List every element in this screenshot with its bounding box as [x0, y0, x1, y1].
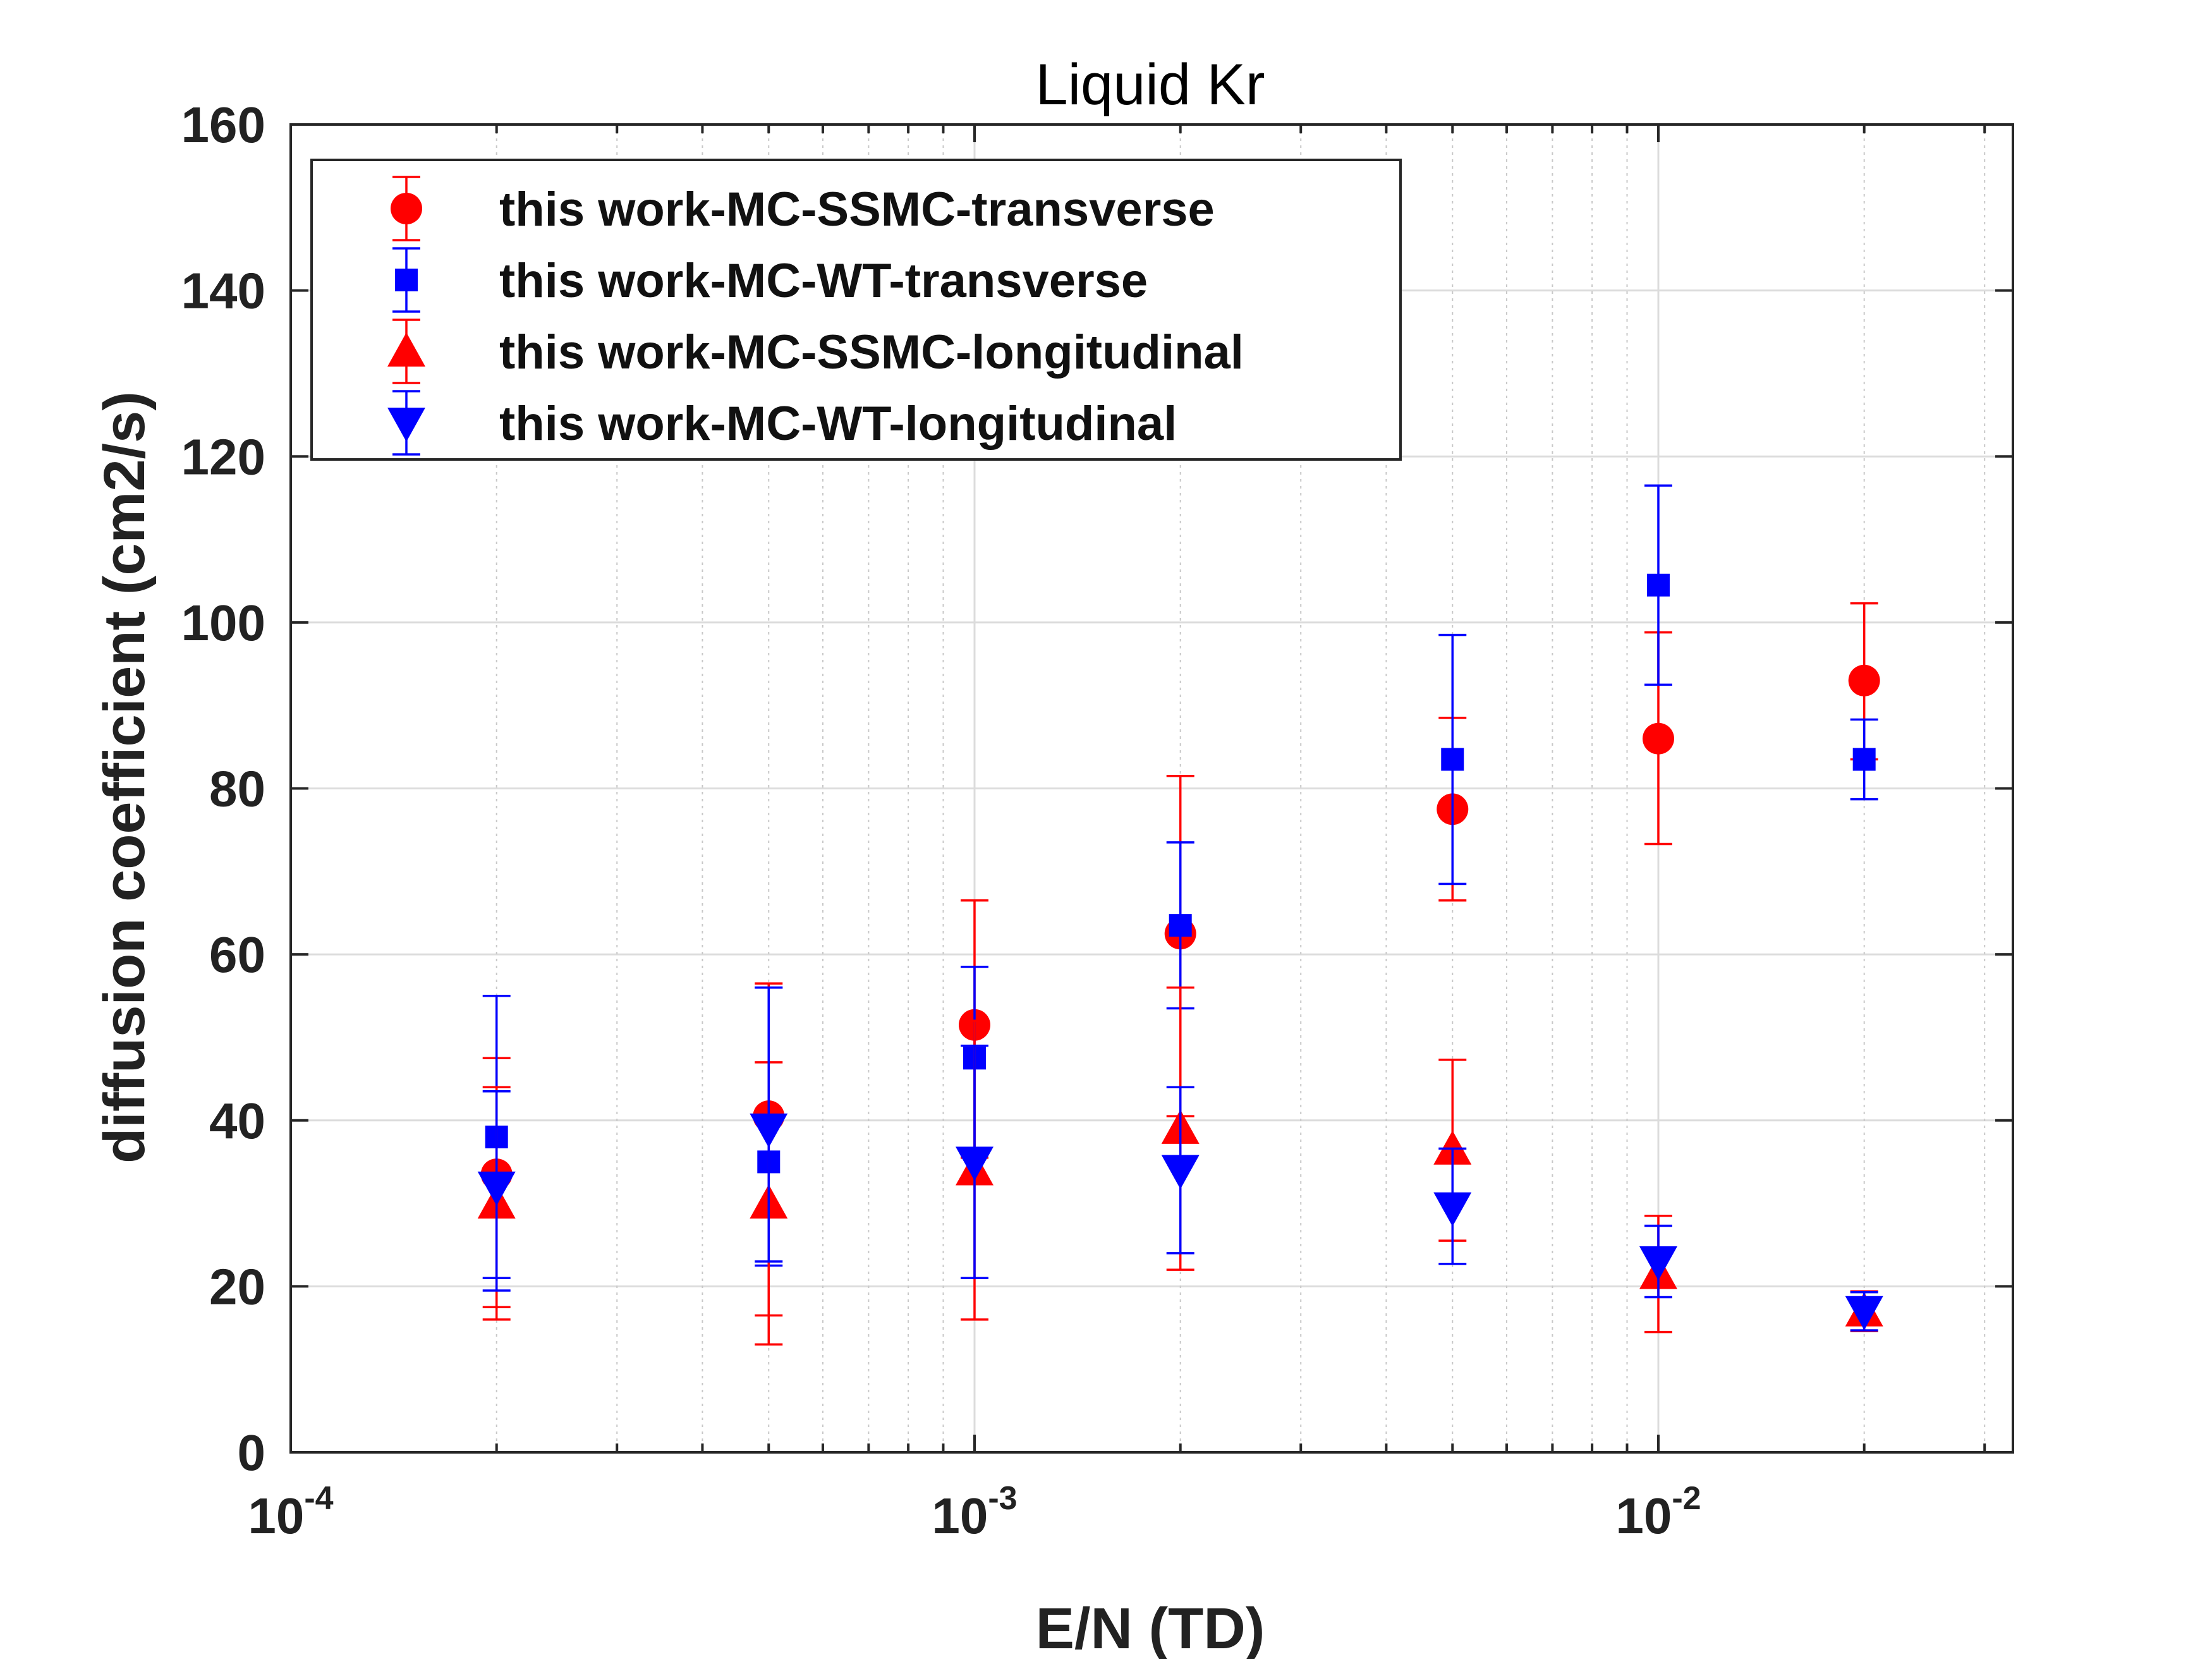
legend-marker [391, 193, 422, 224]
data-point [1639, 1246, 1677, 1280]
x-tick-label: 10-4 [248, 1480, 333, 1544]
legend-entry-label: this work-MC-SSMC-longitudinal [499, 325, 1244, 379]
x-tick-label: 10-3 [932, 1480, 1017, 1544]
chart-title: Liquid Kr [1035, 52, 1265, 117]
legend-entry-label: this work-MC-WT-longitudinal [499, 397, 1177, 451]
legend-entry-label: this work-MC-WT-transverse [499, 254, 1148, 308]
y-tick-label: 40 [209, 1093, 265, 1149]
y-tick-label: 0 [238, 1425, 266, 1481]
data-point [477, 1171, 516, 1206]
data-point [1169, 914, 1192, 937]
y-tick-label: 100 [181, 595, 265, 651]
y-tick-label: 80 [209, 761, 265, 817]
y-tick-label: 120 [181, 428, 265, 485]
y-tick-label: 20 [209, 1258, 265, 1315]
legend: this work-MC-SSMC-transverse this work-MC… [310, 159, 1402, 461]
x-tick-label: 10-2 [1615, 1480, 1701, 1544]
legend-box [310, 159, 1402, 461]
data-point [1848, 664, 1880, 696]
data-point [955, 1146, 994, 1181]
data-series [477, 484, 1883, 1346]
data-point [750, 1113, 788, 1148]
data-point [1852, 748, 1876, 771]
y-tick-label: 140 [181, 263, 265, 319]
y-tick-label: 60 [209, 927, 265, 983]
y-tick-label: 160 [181, 97, 265, 153]
series-3 [477, 986, 1883, 1332]
data-point [1161, 1155, 1200, 1189]
x-axis-label: E/N (TD) [1036, 1596, 1265, 1659]
y-axis-label: diffusion coefficient (cm2/s) [92, 391, 157, 1164]
legend-entry-label: this work-MC-SSMC-transverse [499, 183, 1215, 236]
legend-marker [387, 408, 425, 442]
data-point [1646, 573, 1670, 597]
data-point [1433, 1192, 1472, 1227]
data-point [1845, 1296, 1883, 1330]
axis-ticks: 0 20 40 60 80 100 120 140 160 10-4 10-3 10-2 [181, 97, 2013, 1544]
data-point [1441, 748, 1464, 771]
data-point [1642, 722, 1674, 755]
legend-marker [395, 269, 418, 291]
legend-marker [387, 332, 425, 367]
